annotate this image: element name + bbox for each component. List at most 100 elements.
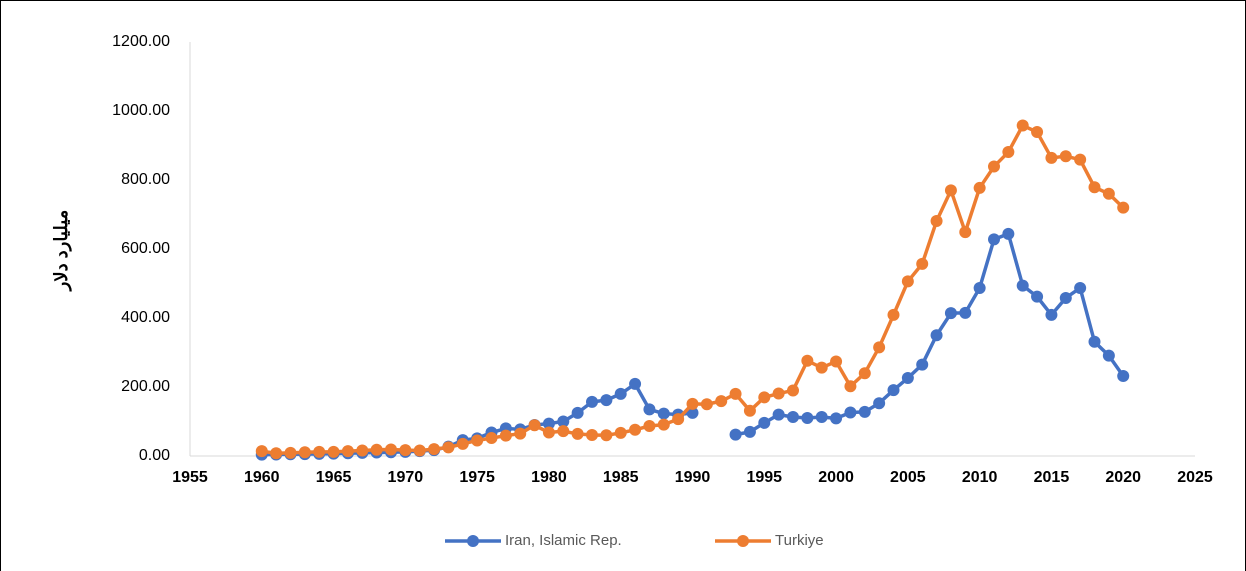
y-tick-label: 400.00 — [121, 309, 170, 326]
marker — [557, 425, 570, 438]
x-tick-label: 1980 — [531, 469, 567, 486]
marker — [600, 394, 613, 407]
marker — [887, 308, 900, 321]
marker — [1016, 119, 1029, 132]
marker — [672, 413, 685, 426]
marker — [988, 233, 1000, 246]
marker — [801, 412, 814, 425]
marker — [586, 428, 598, 441]
marker — [729, 387, 742, 400]
marker — [743, 404, 756, 417]
marker — [1102, 187, 1115, 200]
marker — [399, 444, 412, 457]
marker — [1059, 291, 1072, 304]
x-tick-label: 2010 — [962, 469, 998, 486]
marker — [557, 415, 570, 428]
marker — [1059, 150, 1072, 163]
marker — [284, 446, 297, 459]
marker — [1016, 279, 1029, 292]
legend-marker — [737, 535, 749, 547]
marker — [686, 406, 699, 419]
marker — [715, 395, 728, 408]
marker — [916, 358, 929, 371]
marker — [1031, 126, 1044, 139]
marker — [758, 416, 771, 429]
marker — [1002, 227, 1015, 240]
marker — [313, 445, 326, 458]
marker — [485, 432, 498, 445]
marker — [743, 425, 756, 438]
marker — [844, 406, 857, 419]
marker — [528, 419, 541, 432]
marker — [629, 377, 642, 390]
marker — [930, 215, 943, 228]
marker — [801, 354, 814, 367]
marker — [787, 411, 799, 424]
marker — [901, 372, 914, 385]
x-tick-label: 2025 — [1177, 469, 1213, 486]
marker — [772, 408, 785, 421]
y-tick-label: 600.00 — [121, 240, 170, 257]
marker — [614, 426, 627, 439]
y-tick-label: 200.00 — [121, 378, 170, 395]
marker — [1074, 153, 1087, 166]
marker — [973, 181, 986, 194]
x-tick-label: 2005 — [890, 469, 926, 486]
marker — [542, 417, 555, 430]
x-tick-label: 1975 — [459, 469, 495, 486]
marker — [270, 447, 283, 460]
marker — [456, 437, 469, 450]
marker — [700, 398, 713, 411]
marker — [255, 445, 268, 458]
marker — [600, 429, 613, 442]
marker — [944, 184, 957, 197]
x-tick-label: 1965 — [316, 469, 352, 486]
marker — [1045, 308, 1058, 321]
marker — [442, 441, 455, 454]
marker — [385, 443, 397, 456]
marker — [1031, 290, 1044, 303]
marker — [499, 429, 512, 442]
marker — [959, 306, 972, 319]
marker — [1045, 151, 1058, 164]
y-tick-label: 800.00 — [121, 171, 170, 188]
x-tick-label: 2015 — [1034, 469, 1070, 486]
series-line — [261, 232, 1125, 457]
x-tick-label: 1990 — [675, 469, 711, 486]
marker — [858, 367, 871, 380]
marker — [901, 275, 914, 288]
marker — [944, 307, 957, 320]
marker — [772, 387, 785, 400]
marker — [571, 406, 584, 419]
marker — [887, 384, 900, 397]
marker — [973, 281, 986, 294]
marker — [988, 160, 1000, 173]
marker — [413, 444, 426, 457]
marker — [1117, 369, 1130, 382]
marker — [657, 418, 670, 431]
marker — [873, 341, 886, 354]
marker — [657, 407, 670, 420]
marker — [815, 411, 828, 424]
marker — [844, 380, 857, 393]
marker — [830, 355, 843, 368]
x-tick-label: 2000 — [818, 469, 854, 486]
marker — [614, 387, 627, 400]
x-tick-label: 1995 — [746, 469, 782, 486]
marker — [542, 426, 555, 439]
marker — [643, 419, 656, 432]
marker — [787, 384, 799, 397]
marker — [959, 226, 972, 239]
marker — [356, 444, 369, 457]
marker — [930, 329, 943, 342]
marker — [327, 445, 340, 458]
legend-marker — [467, 535, 479, 547]
marker — [686, 397, 699, 410]
x-tick-label: 1970 — [388, 469, 424, 486]
marker — [298, 446, 311, 459]
x-tick-label: 2020 — [1105, 469, 1141, 486]
marker — [629, 423, 642, 436]
marker — [643, 403, 656, 416]
y-tick-label: 0.00 — [139, 447, 170, 464]
